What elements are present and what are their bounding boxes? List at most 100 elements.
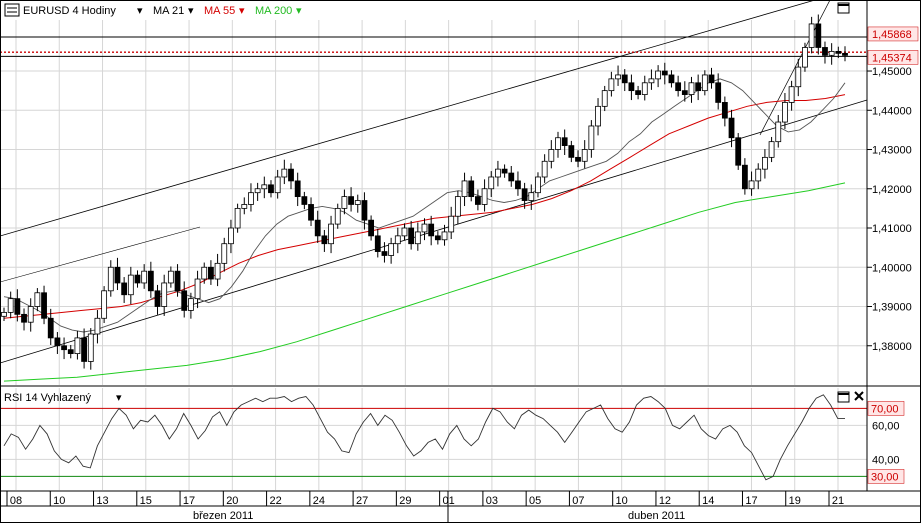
rsi-dropdown-icon[interactable]: ▾ [116,392,122,404]
candle-body [74,337,81,355]
xaxis-tick-label: 19 [789,495,801,507]
xaxis-tick-label: 14 [702,495,714,507]
candle-body [361,200,368,221]
symbol-label[interactable]: EURUSD 4 Hodiny [23,5,116,17]
xaxis-tick-label: 17 [745,495,757,507]
candle-body [428,223,435,237]
candle-body [601,90,608,107]
candle-body [328,223,334,245]
candle-body [47,317,54,339]
horizontal-levels [0,36,867,57]
candle-body [495,168,501,178]
rsi-grid [0,388,867,490]
xaxis-tick-label: 24 [313,495,325,507]
candle-body [34,292,41,307]
main-maximize-button[interactable] [837,2,850,14]
xaxis-tick-label: 29 [399,495,411,507]
candle-body [334,207,341,225]
ma200-dropdown-icon[interactable]: ▾ [296,5,302,17]
candle-body [294,180,301,198]
ma55-label[interactable]: MA 55 [204,5,235,17]
candle-body [21,313,27,323]
candle-body [688,82,695,95]
candle-body [708,74,715,84]
candle-body [201,266,208,280]
candle-body [481,188,488,205]
candle-body [261,184,268,190]
candle-body [368,219,375,237]
candle-body [641,82,648,95]
xaxis-tick-label: 10 [53,495,65,507]
xaxis-tick-label: 15 [140,495,152,507]
candle-body [288,168,294,182]
price-label-lower-text: 1,45374 [872,52,912,64]
price-label-upper: 1,45868 [867,26,919,42]
main-grid [0,20,867,385]
xaxis-tick-label: 07 [572,495,584,507]
price-label-lower: 1,45374 [867,50,919,65]
channel-mid-line [0,226,201,283]
candle-body [762,156,768,170]
candle-body [615,74,621,80]
xaxis-tick-label: 03 [486,495,498,507]
candle-body [127,274,134,296]
candle-body [581,149,588,162]
candle-body [348,196,354,205]
rsi-title[interactable]: RSI 14 Vyhlazený [4,392,92,404]
candle-body [655,70,662,80]
candle-body [374,235,381,252]
rsi-close-icon[interactable] [854,391,864,401]
candle-body [595,105,601,127]
symbol-dropdown-icon[interactable]: ▾ [137,5,143,17]
candle-body [181,290,188,311]
symbol-icon [4,3,20,17]
candle-body [448,215,455,233]
candle-body [715,82,722,103]
yaxis-tick-label: 1,42000 [872,184,912,196]
rsi-label-30-text: 30,00 [871,471,899,483]
candle-body [701,74,708,92]
candle-body [414,231,421,245]
ma21-dropdown-icon[interactable]: ▾ [188,5,194,17]
yaxis-tick-label: 1,45000 [872,66,912,78]
candle-body [768,141,775,158]
candle-body [588,125,595,150]
candle-body [147,270,154,292]
candle-body [208,266,214,280]
yaxis-tick-label: 1,44000 [872,105,912,117]
candle-body [354,200,361,205]
candle-body [241,204,248,209]
candle-body [434,235,441,241]
candle-body [161,282,168,307]
candle-body [101,290,108,319]
rsi-tick-label: 60,00 [872,420,900,432]
candle-body [314,219,321,237]
candle-body [308,204,314,221]
xaxis-tick-label: 17 [183,495,195,507]
candle-body [141,270,148,284]
rsi-series [0,394,867,481]
candle-body [268,184,274,194]
rsi-maximize-button[interactable] [837,391,850,403]
yaxis-tick-label: 1,39000 [872,302,912,314]
candle-body [81,337,87,362]
candle-body [401,227,408,237]
candle-body [621,74,628,84]
candle-body [815,23,822,48]
candle-body [755,168,762,182]
ma200-label[interactable]: MA 200 [255,5,292,17]
candle-body [87,333,94,362]
ma55-dropdown-icon[interactable]: ▾ [239,5,245,17]
ma21-label[interactable]: MA 21 [153,5,184,17]
candle-body [228,227,234,245]
candle-body [187,298,194,311]
candle-body [515,180,521,190]
candle-body [321,235,328,245]
candle-body [741,164,748,190]
candle-body [7,298,14,313]
candle-body [721,102,728,119]
candle-body [795,66,802,88]
